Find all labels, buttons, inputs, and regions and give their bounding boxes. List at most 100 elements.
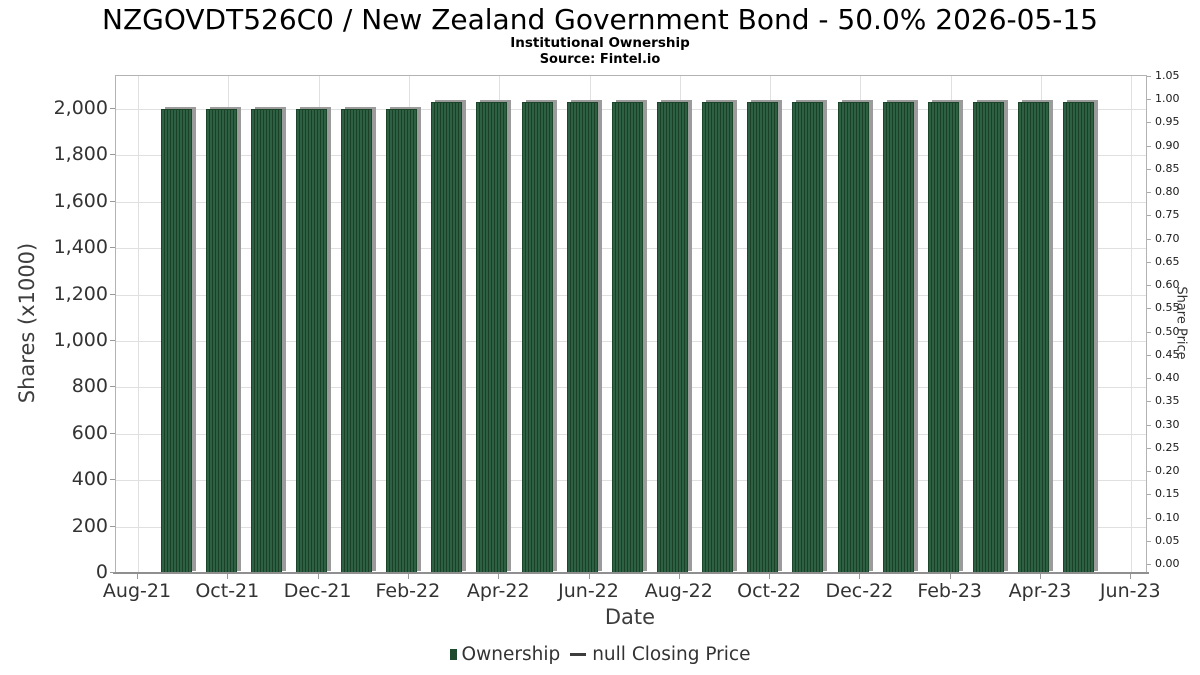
y2-tick-mark [1147, 285, 1151, 287]
ownership-bar [431, 101, 463, 573]
y-tick-label: 1,000 [53, 328, 108, 351]
y-tick-label: 200 [71, 514, 108, 537]
ownership-bar [657, 101, 689, 573]
y2-tick-mark [1147, 447, 1151, 449]
y2-tick-mark [1147, 76, 1151, 77]
y-tick-mark [110, 572, 115, 573]
x-tick-mark [588, 574, 590, 579]
x-tick-label: Apr-23 [1008, 580, 1072, 602]
x-tick-mark [407, 574, 409, 579]
x-tick-mark [137, 574, 138, 579]
ownership-bar [927, 101, 959, 573]
y2-tick-label: 0.40 [1155, 371, 1180, 385]
y2-tick-mark [1147, 168, 1151, 170]
legend-bar-swatch-icon [449, 649, 457, 660]
x-tick-mark [498, 574, 500, 579]
x-tick-mark [1040, 574, 1041, 579]
y2-tick-mark [1147, 145, 1151, 147]
y2-tick-label: 0.60 [1155, 278, 1180, 292]
y2-tick-label: 0.10 [1155, 510, 1180, 524]
y2-tick-label: 0.80 [1155, 185, 1180, 199]
y-tick-label: 1,200 [53, 282, 108, 305]
x-tick-mark [227, 574, 229, 579]
ownership-bar [837, 101, 869, 573]
y2-tick-mark [1147, 471, 1151, 473]
y-tick-mark [110, 107, 115, 109]
chart-source: Source: Fintel.io [539, 52, 661, 67]
x-tick-label: Jun-23 [1099, 580, 1161, 602]
ownership-bar [341, 108, 373, 573]
y2-tick-mark [1147, 308, 1151, 310]
ownership-bar [295, 108, 327, 573]
x-tick-mark [678, 574, 680, 579]
y2-tick-mark [1147, 540, 1151, 542]
ownership-bar [611, 101, 643, 573]
y2-tick-label: 0.20 [1155, 464, 1180, 478]
y-tick-label: 600 [71, 421, 108, 444]
y2-tick-label: 1.00 [1155, 92, 1180, 106]
x-tick-mark [1130, 574, 1132, 579]
y-tick-mark [110, 200, 115, 202]
y-tick-mark [110, 293, 115, 295]
x-gridline [138, 76, 139, 573]
y2-tick-mark [1147, 261, 1151, 263]
y2-tick-label: 0.25 [1155, 440, 1180, 454]
x-axis-spine [113, 572, 1149, 574]
y-tick-mark [110, 339, 115, 341]
legend-line-marker-icon [570, 653, 587, 656]
y2-tick-label: 0.30 [1155, 417, 1180, 431]
ownership-bar [702, 101, 734, 573]
y2-tick-mark [1147, 238, 1151, 240]
y-tick-label: 1,800 [53, 143, 108, 166]
y2-tick-mark [1147, 99, 1151, 101]
x-tick-label: Aug-21 [102, 580, 172, 602]
y2-tick-label: 0.50 [1155, 324, 1180, 338]
y-tick-mark [110, 479, 115, 481]
y2-tick-label: 0.75 [1155, 208, 1180, 222]
y2-tick-mark [1147, 401, 1151, 403]
x-tick-label: Feb-23 [917, 580, 983, 602]
y2-tick-label: 0.15 [1155, 487, 1180, 501]
x-tick-mark [317, 574, 319, 579]
legend-line-label: null Closing Price [592, 644, 751, 665]
y2-tick-mark [1147, 122, 1151, 124]
ownership-bar [566, 101, 598, 573]
x-tick-label: Jun-22 [558, 580, 619, 602]
x-axis-label: Date [604, 605, 656, 629]
y2-tick-mark [1147, 494, 1151, 496]
y-tick-label: 2,000 [53, 96, 108, 119]
y2-tick-mark [1147, 517, 1151, 519]
x-tick-label: Feb-22 [375, 580, 441, 602]
ownership-bar [1063, 101, 1095, 573]
y-tick-label: 1,600 [53, 189, 108, 212]
x-tick-label: Oct-22 [737, 580, 802, 602]
y2-tick-mark [1147, 215, 1151, 217]
x-tick-mark [769, 574, 771, 579]
ownership-bar [882, 101, 914, 573]
ownership-bar [973, 101, 1005, 573]
y-tick-label: 0 [95, 561, 108, 583]
x-tick-label: Apr-22 [466, 580, 530, 602]
chart-title: NZGOVDT526C0 / New Zealand Government Bo… [102, 3, 1098, 36]
x-tick-label: Oct-21 [195, 580, 260, 602]
y2-tick-label: 0.70 [1155, 231, 1180, 245]
ownership-bar [205, 108, 237, 573]
y2-tick-label: 0.55 [1155, 301, 1180, 315]
x-tick-label: Aug-22 [644, 580, 713, 602]
y2-tick-label: 1.05 [1155, 69, 1180, 82]
y-tick-mark [110, 247, 115, 249]
y-tick-mark [110, 525, 115, 527]
y2-tick-mark [1147, 424, 1151, 426]
y2-tick-label: 0.95 [1155, 115, 1180, 129]
ownership-bar [521, 101, 553, 573]
y2-tick-label: 0.05 [1155, 533, 1180, 547]
x-gridline [1131, 76, 1133, 573]
chart-subtitle: Institutional Ownership [510, 35, 690, 51]
legend: Ownership null Closing Price [0, 644, 1200, 665]
plot-area [115, 75, 1147, 574]
x-tick-mark [859, 574, 861, 579]
y2-tick-label: 0.65 [1155, 254, 1180, 268]
y2-tick-mark [1147, 331, 1151, 333]
y2-tick-label: 0.00 [1155, 557, 1180, 571]
x-tick-label: Dec-22 [825, 580, 894, 602]
